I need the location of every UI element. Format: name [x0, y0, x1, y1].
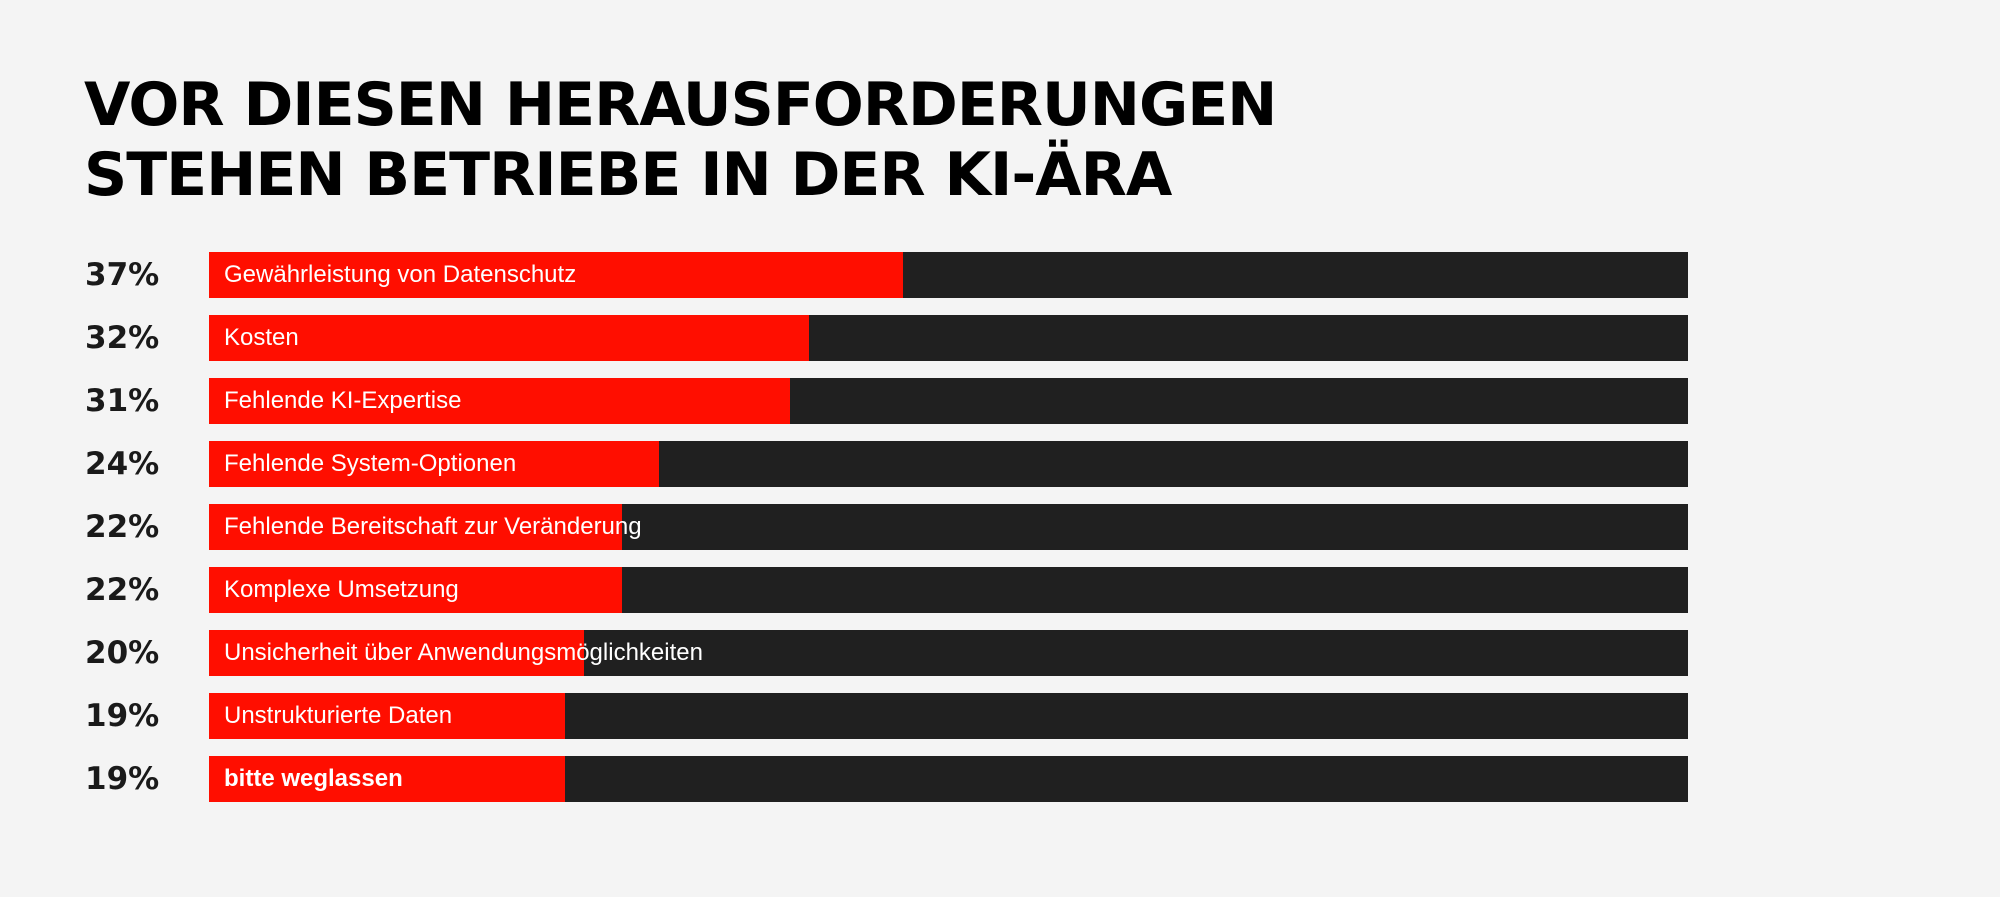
bar-track: Komplexe Umsetzung [209, 567, 1688, 613]
bar [209, 567, 622, 613]
bar-value-label: 22% [85, 509, 160, 545]
bar-track: Unstrukturierte Daten [209, 693, 1688, 739]
bar-track: Kosten [209, 315, 1688, 361]
bar-value-label: 20% [85, 635, 160, 671]
bar [209, 252, 903, 298]
bar-track: Unsicherheit über Anwendungsmöglichkeite… [209, 630, 1688, 676]
bar-category-label: Fehlende Bereitschaft zur Veränderung [224, 513, 642, 540]
bar [209, 441, 659, 487]
bar [209, 630, 584, 676]
chart-title: VOR DIESEN HERAUSFORDERUNGEN STEHEN BETR… [84, 70, 1277, 210]
bar-category-label: bitte weglassen [224, 765, 403, 792]
bar-value-label: 31% [85, 383, 160, 419]
bar-category-label: Unsicherheit über Anwendungsmöglichkeite… [224, 639, 703, 666]
bar-track: Fehlende System-Optionen [209, 441, 1688, 487]
bar [209, 504, 622, 550]
bar-category-label: Kosten [224, 324, 299, 351]
bar [209, 378, 791, 424]
bar [209, 693, 566, 739]
bar-category-label: Fehlende System-Optionen [224, 450, 517, 477]
bar [209, 315, 809, 361]
bar-category-label: Gewährleistung von Datenschutz [224, 261, 577, 288]
bar-value-label: 19% [85, 761, 160, 797]
bar-category-label: Komplexe Umsetzung [224, 576, 459, 603]
bar-track: Fehlende Bereitschaft zur Veränderung [209, 504, 1688, 550]
bar-track: Fehlende KI-Expertise [209, 378, 1688, 424]
bar-value-label: 22% [85, 572, 160, 608]
bar-value-label: 24% [85, 446, 160, 482]
bar-track: Gewährleistung von Datenschutz [209, 252, 1688, 298]
chart-title-line-2: STEHEN BETRIEBE IN DER KI-ÄRA [84, 140, 1172, 210]
bar-category-label: Fehlende KI-Expertise [224, 387, 462, 414]
bar-value-label: 19% [85, 698, 160, 734]
bar-category-label: Unstrukturierte Daten [224, 702, 453, 729]
bar-value-label: 32% [85, 320, 160, 356]
chart-title-line-1: VOR DIESEN HERAUSFORDERUNGEN [84, 70, 1277, 140]
bar-track: bitte weglassen [209, 756, 1688, 802]
bar [209, 756, 566, 802]
bar-value-label: 37% [85, 257, 160, 293]
